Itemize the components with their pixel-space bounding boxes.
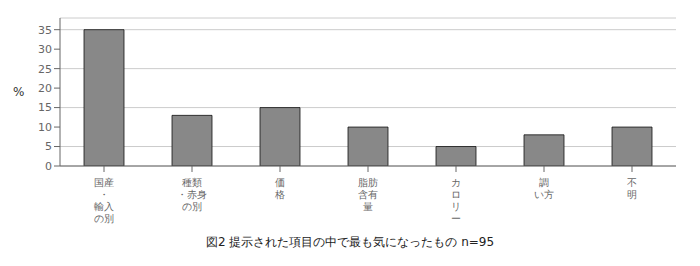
html-text:図2 提示された項目の中で最も気になったもの n=95: 図2 提示された項目の中で最も気になったもの n=95: [205, 235, 495, 249]
svg-text:15: 15: [38, 101, 52, 114]
svg-text:20: 20: [38, 82, 52, 95]
svg-text:35: 35: [38, 24, 52, 37]
svg-text:種類・赤身の別: 種類・赤身の別: [177, 177, 207, 212]
svg-text:10: 10: [38, 121, 52, 134]
svg-text:国産・輸入の別: 国産・輸入の別: [94, 177, 114, 224]
svg-text:0: 0: [45, 160, 52, 173]
svg-text:5: 5: [45, 140, 52, 153]
svg-text:25: 25: [38, 63, 52, 76]
svg-text:30: 30: [38, 43, 52, 56]
svg-text:価格: 価格: [274, 177, 285, 200]
svg-text:脂肪含有量: 脂肪含有量: [358, 177, 378, 212]
svg-text:調い方: 調い方: [534, 177, 554, 200]
svg-text:%: %: [13, 85, 24, 99]
svg-text:不明: 不明: [627, 177, 637, 200]
svg-text:カロリー: カロリー: [451, 177, 461, 224]
